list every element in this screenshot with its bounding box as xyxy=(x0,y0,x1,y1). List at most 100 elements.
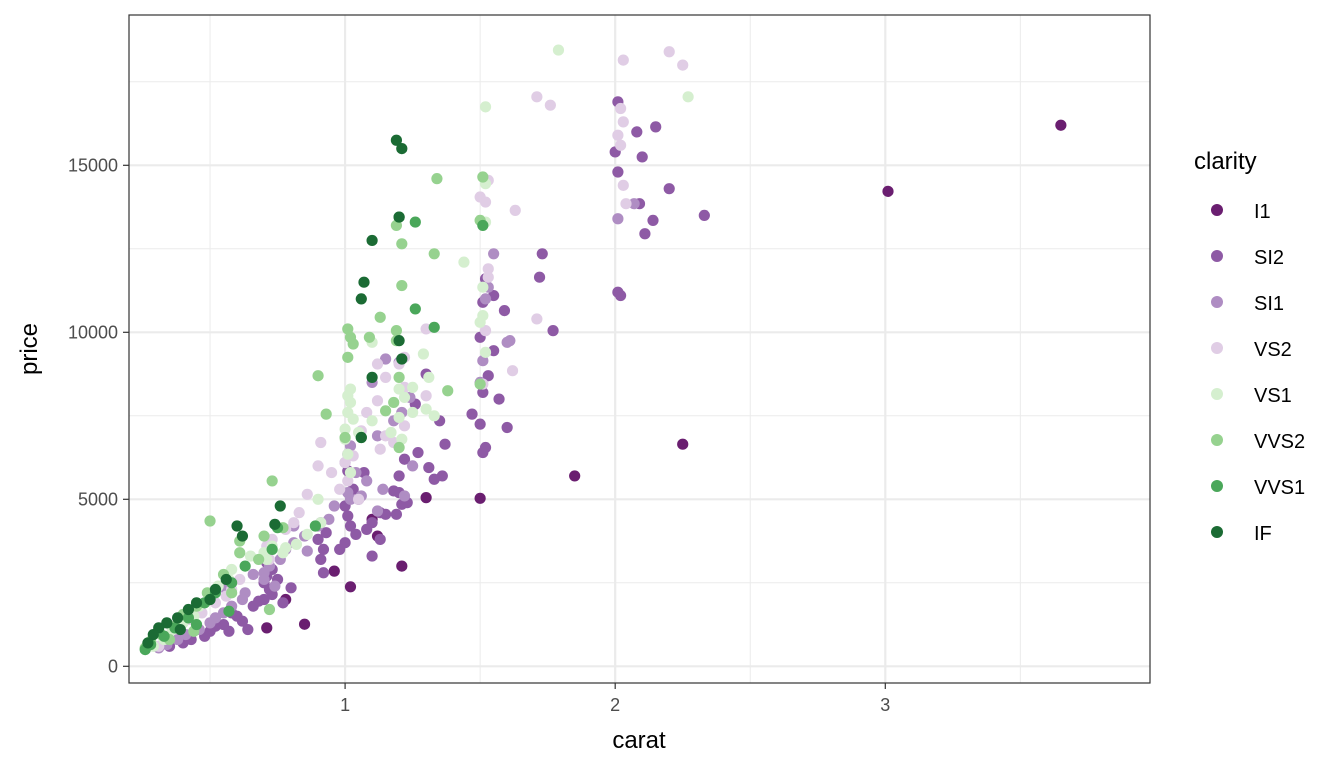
data-point-si2 xyxy=(547,325,559,337)
data-point-vs1 xyxy=(428,410,440,422)
legend-label: VVS1 xyxy=(1254,477,1305,499)
data-point-si2 xyxy=(423,461,435,474)
data-point-vs2 xyxy=(352,493,365,505)
plot-panel xyxy=(128,14,1151,684)
legend-item-vvs2: VVS2 xyxy=(1211,431,1305,453)
data-point-vs2 xyxy=(482,271,494,283)
data-point-if xyxy=(172,612,184,624)
data-point-vs1 xyxy=(407,381,419,394)
data-point-vs1 xyxy=(407,406,419,419)
data-point-si2 xyxy=(344,520,357,532)
data-point-if xyxy=(358,276,370,288)
legend-label: VS1 xyxy=(1254,385,1292,407)
data-point-vs1 xyxy=(344,396,357,409)
data-point-si2 xyxy=(334,543,346,556)
legend-item-vvs1: VVS1 xyxy=(1211,477,1305,499)
data-point-if xyxy=(174,623,186,636)
legend-key-marker xyxy=(1211,526,1223,538)
data-point-i1 xyxy=(298,618,311,630)
legend-key-marker xyxy=(1211,388,1223,400)
data-point-si2 xyxy=(412,446,424,459)
data-point-vvs1 xyxy=(477,219,489,232)
data-point-vvs1 xyxy=(239,560,251,572)
data-point-vs2 xyxy=(293,507,305,519)
data-point-si2 xyxy=(650,121,662,133)
data-point-vvs2 xyxy=(390,325,403,337)
data-point-si2 xyxy=(285,582,297,594)
data-point-if xyxy=(269,518,281,530)
data-point-si2 xyxy=(612,166,624,178)
data-point-vs1 xyxy=(393,383,405,395)
data-point-vvs2 xyxy=(428,248,440,260)
legend: clarity I1 SI2 SI1 VS2 VS1 VVS2 VVS1 IF xyxy=(1194,148,1305,545)
legend-key-marker xyxy=(1211,342,1223,354)
data-point-vs2 xyxy=(334,483,346,495)
data-point-vvs2 xyxy=(363,331,375,343)
data-point-vs1 xyxy=(290,538,303,550)
data-point-vvs2 xyxy=(477,171,489,183)
data-point-i1 xyxy=(328,565,340,577)
legend-label: IF xyxy=(1254,523,1272,545)
data-point-if xyxy=(209,583,222,596)
data-point-si2 xyxy=(639,228,651,240)
x-tick-label: 1 xyxy=(340,695,350,715)
data-point-si2 xyxy=(253,595,265,607)
y-axis: 0 5000 10000 15000 xyxy=(68,155,129,676)
data-point-vs2 xyxy=(617,116,629,128)
x-tick-label: 2 xyxy=(610,695,620,715)
data-point-if xyxy=(182,603,195,616)
data-point-si1 xyxy=(361,475,373,487)
data-point-si2 xyxy=(366,550,378,562)
data-point-vs2 xyxy=(371,395,384,407)
data-point-si1 xyxy=(172,633,184,646)
data-point-vs1 xyxy=(420,403,432,415)
legend-item-vs1: VS1 xyxy=(1211,385,1292,407)
data-point-vs1 xyxy=(342,448,354,460)
data-point-vvs2 xyxy=(388,396,400,409)
data-point-if xyxy=(355,293,367,305)
data-point-vvs2 xyxy=(374,311,386,323)
data-point-vs2 xyxy=(617,54,629,66)
data-point-si1 xyxy=(371,505,384,517)
data-point-vs2 xyxy=(325,466,338,479)
data-point-i1 xyxy=(396,560,408,572)
data-point-i1 xyxy=(1055,119,1067,131)
data-point-if xyxy=(236,530,249,542)
data-point-if xyxy=(220,573,232,586)
data-point-i1 xyxy=(882,185,894,197)
data-point-si2 xyxy=(533,271,546,283)
data-point-si1 xyxy=(236,593,249,606)
data-point-vvs2 xyxy=(396,279,408,292)
data-point-si2 xyxy=(536,248,548,260)
data-point-si1 xyxy=(398,490,411,502)
data-point-if xyxy=(161,617,173,629)
data-point-si1 xyxy=(344,493,357,505)
data-point-if xyxy=(190,597,203,609)
data-point-si2 xyxy=(388,485,400,497)
data-point-vvs2 xyxy=(342,351,354,363)
data-point-vs1 xyxy=(347,413,359,425)
data-point-vs1 xyxy=(277,547,289,559)
data-point-vs2 xyxy=(312,460,324,472)
y-axis-title: price xyxy=(16,323,43,375)
data-point-vvs1 xyxy=(182,612,195,624)
data-point-si2 xyxy=(398,453,411,465)
data-point-vs1 xyxy=(417,348,430,360)
data-point-vvs2 xyxy=(253,553,265,566)
data-point-si2 xyxy=(320,527,332,539)
data-point-si1 xyxy=(204,617,216,629)
data-point-vs1 xyxy=(385,426,397,439)
legend-items: I1 SI2 SI1 VS2 VS1 VVS2 VVS1 IF xyxy=(1211,201,1305,545)
data-point-vvs2 xyxy=(380,405,392,417)
data-point-si2 xyxy=(439,438,451,450)
data-point-vs2 xyxy=(398,420,411,432)
data-point-vs2 xyxy=(531,91,543,103)
data-point-if xyxy=(142,637,154,649)
data-point-if xyxy=(274,500,286,512)
data-point-vs1 xyxy=(682,91,694,103)
data-point-vvs2 xyxy=(393,371,405,383)
legend-item-vs2: VS2 xyxy=(1211,339,1292,361)
data-point-si1 xyxy=(269,580,281,592)
data-point-vs2 xyxy=(614,139,627,151)
data-point-vs1 xyxy=(261,553,273,566)
